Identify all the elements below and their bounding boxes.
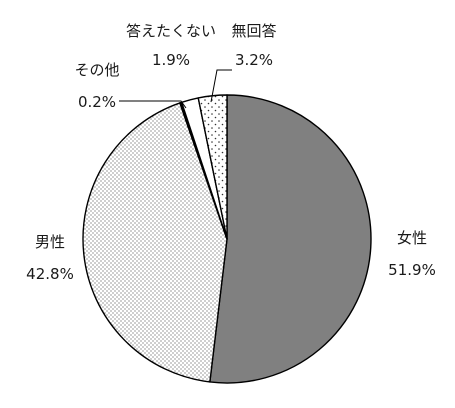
slice-value-0: 51.9% (388, 261, 436, 279)
slice-label-4: 無回答 (231, 22, 276, 40)
slice-label-2: その他 (74, 61, 119, 79)
leader-lines (119, 69, 232, 109)
pie-slice-1 (82, 102, 228, 383)
slice-label-0: 女性 (397, 229, 427, 247)
slice-value-3: 1.9% (152, 51, 190, 69)
slice-value-4: 3.2% (235, 51, 273, 69)
pie-slice-0 (209, 94, 372, 384)
slice-labels: 女性 51.9% 男性 42.8% その他 0.2% 答えたくない 1.9% 無回答 3.2% (26, 22, 436, 283)
leader-line-4 (210, 69, 232, 103)
slice-value-1: 42.8% (26, 265, 74, 283)
slice-label-1: 男性 (35, 233, 65, 251)
slice-label-3: 答えたくない (126, 22, 216, 40)
pie-slices (82, 94, 372, 384)
slice-value-2: 0.2% (78, 93, 116, 111)
leader-line-2 (119, 100, 187, 109)
